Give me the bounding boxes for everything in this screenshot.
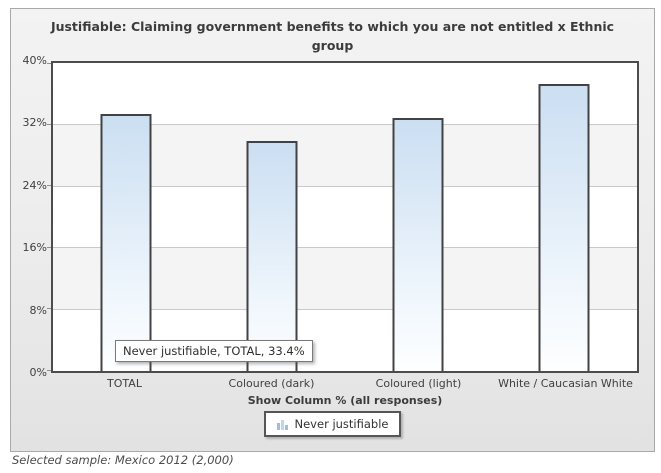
chart-title: Justifiable: Claiming government benefit… — [50, 19, 615, 54]
x-category-label: White / Caucasian White — [498, 377, 633, 390]
y-tick-mark — [47, 246, 51, 248]
y-axis-labels: 0% 8% 16% 24% 32% 40% — [11, 54, 47, 379]
x-axis-labels: TOTAL Coloured (dark) Coloured (light) Whit… — [51, 377, 639, 391]
bar-total[interactable] — [100, 113, 152, 371]
bar-white-caucasian-white[interactable] — [538, 83, 590, 371]
y-tick-label: 8% — [29, 303, 47, 317]
bar-coloured-light[interactable] — [392, 118, 444, 371]
mini-bar-chart-icon — [276, 419, 288, 430]
y-tick-label: 0% — [29, 366, 47, 379]
legend-item-label: Never justifiable — [294, 417, 389, 431]
legend-item[interactable]: Never justifiable — [263, 411, 402, 437]
y-tick-mark — [47, 308, 51, 310]
y-tick-label: 32% — [22, 116, 47, 130]
grid-band — [53, 185, 637, 248]
chart-widget: Justifiable: Claiming government benefit… — [10, 8, 655, 452]
y-tick-mark — [47, 185, 51, 187]
y-tick-label: 40% — [22, 54, 47, 67]
x-category-label: Coloured (dark) — [228, 377, 315, 390]
y-tick-label: 16% — [22, 241, 47, 255]
x-axis-title: Show Column % (all responses) — [247, 394, 443, 407]
sample-note: Selected sample: Mexico 2012 (2,000) — [12, 453, 234, 467]
bar-coloured-dark[interactable] — [246, 140, 298, 371]
y-tick-mark — [47, 63, 51, 64]
tooltip: Never justifiable, TOTAL, 33.4% — [115, 340, 313, 362]
x-category-label: TOTAL — [107, 377, 142, 390]
x-category-label: Coloured (light) — [375, 377, 462, 390]
plot-area[interactable] — [47, 61, 639, 373]
y-tick-mark — [47, 123, 51, 125]
y-tick-label: 24% — [22, 178, 47, 192]
y-tick-mark — [47, 370, 51, 371]
grid-band — [53, 309, 637, 371]
